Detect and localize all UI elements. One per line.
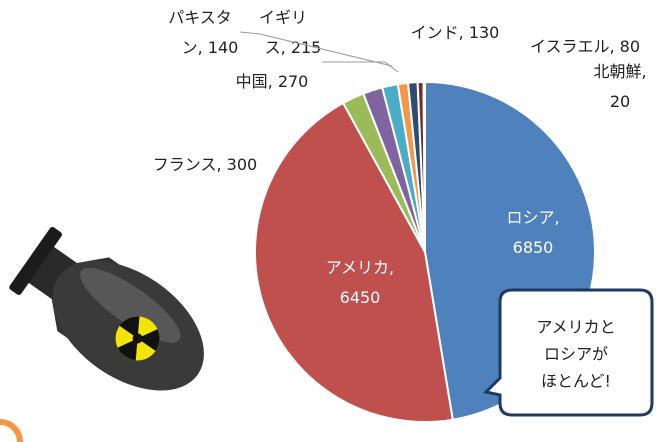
label-part: インド [411,23,459,42]
label-part: 130 [469,23,500,42]
label-part: 140 [208,38,239,57]
data-label: インド, 130 [411,23,500,42]
leader-line [322,62,398,72]
data-label: 北朝鮮, 20 [593,62,646,111]
label-part: 270 [278,72,309,91]
label-part: , [610,37,620,56]
label-part: 6850 [513,238,554,257]
label-part: 6450 [340,288,381,307]
label-part: ス [265,38,281,57]
label-part: , [554,208,559,227]
label-part: アメリカ [326,258,389,277]
label-part: ロシア [506,208,554,227]
chart: ロシア,6850アメリカ,6450フランス, 300中国, 270イギリス, 2… [0,0,660,442]
annotation-line: アメリカと [536,318,615,337]
data-label: 中国, 270 [236,72,309,91]
label-part: 80 [620,37,640,56]
annotation-line: ほとんど! [541,372,611,391]
label-part: 215 [291,38,322,57]
label-part: , [641,62,646,81]
label-part: , [459,23,469,42]
annotation-line: ロシアが [544,345,608,364]
label-part: イスラエル [530,37,610,56]
label-part: , [198,38,208,57]
label-part: , [389,258,394,277]
callout: アメリカと ロシアが ほとんど! [486,290,652,415]
data-label: イスラエル, 80 [530,37,640,56]
data-label: パキスタン, 140 [168,8,238,57]
label-part: 300 [227,155,258,174]
label-part: 中国 [236,72,268,91]
label-part: 20 [610,92,630,111]
label-part: , [216,155,226,174]
label-part: パキスタ [168,8,232,27]
label-part: 北朝鮮 [593,62,641,81]
data-label: フランス, 300 [153,155,257,174]
label-part: イギリ [259,8,307,27]
bomb-illustration [0,214,228,442]
data-label: イギリス, 215 [259,8,321,57]
label-part: フランス [153,155,217,174]
label-part: , [268,72,278,91]
label-part: ン [182,38,198,57]
